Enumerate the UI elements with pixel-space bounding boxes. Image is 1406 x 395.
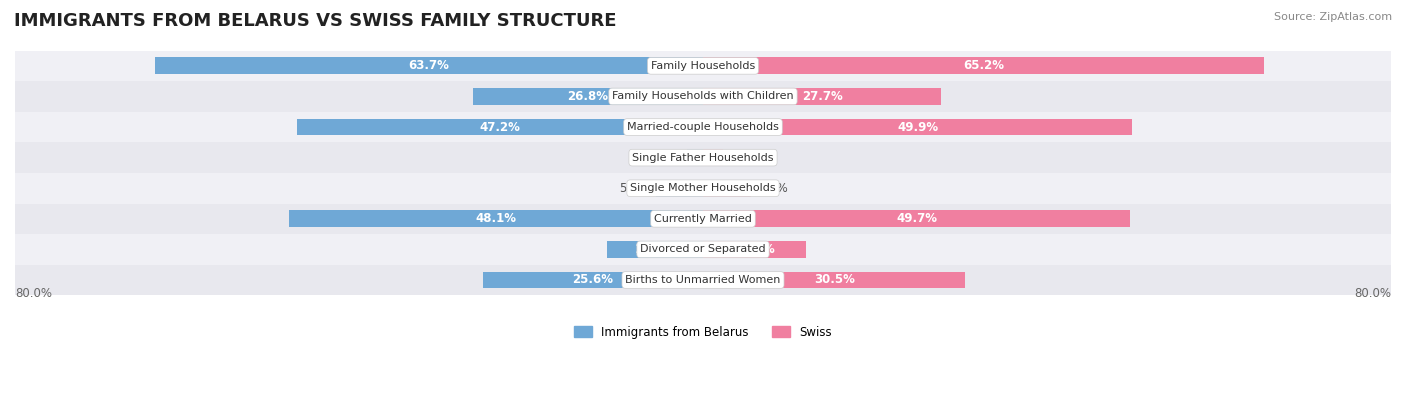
Bar: [15, 112, 1391, 142]
Bar: [15, 203, 1391, 234]
Bar: [686, 149, 703, 166]
Bar: [703, 241, 806, 258]
Bar: [472, 88, 703, 105]
Text: 5.5%: 5.5%: [619, 182, 648, 195]
Text: 2.3%: 2.3%: [730, 151, 759, 164]
Text: 12.0%: 12.0%: [734, 243, 775, 256]
Text: Family Households: Family Households: [651, 61, 755, 71]
Text: 80.0%: 80.0%: [1354, 287, 1391, 300]
Bar: [15, 81, 1391, 112]
Bar: [703, 272, 966, 288]
Text: Divorced or Separated: Divorced or Separated: [640, 245, 766, 254]
Bar: [290, 211, 703, 227]
Bar: [606, 241, 703, 258]
Text: Source: ZipAtlas.com: Source: ZipAtlas.com: [1274, 12, 1392, 22]
Text: 63.7%: 63.7%: [409, 59, 450, 72]
Bar: [15, 142, 1391, 173]
Bar: [703, 88, 941, 105]
Text: 49.7%: 49.7%: [896, 212, 938, 225]
Text: 27.7%: 27.7%: [801, 90, 842, 103]
Text: Currently Married: Currently Married: [654, 214, 752, 224]
Text: IMMIGRANTS FROM BELARUS VS SWISS FAMILY STRUCTURE: IMMIGRANTS FROM BELARUS VS SWISS FAMILY …: [14, 12, 617, 30]
Text: 1.9%: 1.9%: [650, 151, 679, 164]
Bar: [297, 118, 703, 135]
Bar: [655, 180, 703, 197]
Bar: [15, 51, 1391, 81]
Text: 65.2%: 65.2%: [963, 59, 1004, 72]
Text: Single Father Households: Single Father Households: [633, 152, 773, 163]
Bar: [703, 118, 1132, 135]
Bar: [703, 211, 1130, 227]
Text: Births to Unmarried Women: Births to Unmarried Women: [626, 275, 780, 285]
Text: 80.0%: 80.0%: [15, 287, 52, 300]
Bar: [703, 180, 751, 197]
Bar: [703, 149, 723, 166]
Text: 25.6%: 25.6%: [572, 273, 613, 286]
Text: 30.5%: 30.5%: [814, 273, 855, 286]
Bar: [703, 57, 1264, 74]
Text: 47.2%: 47.2%: [479, 120, 520, 134]
Text: Single Mother Households: Single Mother Households: [630, 183, 776, 193]
Text: 48.1%: 48.1%: [475, 212, 516, 225]
Text: 49.9%: 49.9%: [897, 120, 938, 134]
Text: 26.8%: 26.8%: [567, 90, 609, 103]
Text: Married-couple Households: Married-couple Households: [627, 122, 779, 132]
Bar: [155, 57, 703, 74]
Bar: [482, 272, 703, 288]
Text: 11.2%: 11.2%: [634, 243, 675, 256]
Bar: [15, 265, 1391, 295]
Text: 5.6%: 5.6%: [758, 182, 787, 195]
Text: Family Households with Children: Family Households with Children: [612, 91, 794, 102]
Bar: [15, 234, 1391, 265]
Legend: Immigrants from Belarus, Swiss: Immigrants from Belarus, Swiss: [569, 321, 837, 343]
Bar: [15, 173, 1391, 203]
